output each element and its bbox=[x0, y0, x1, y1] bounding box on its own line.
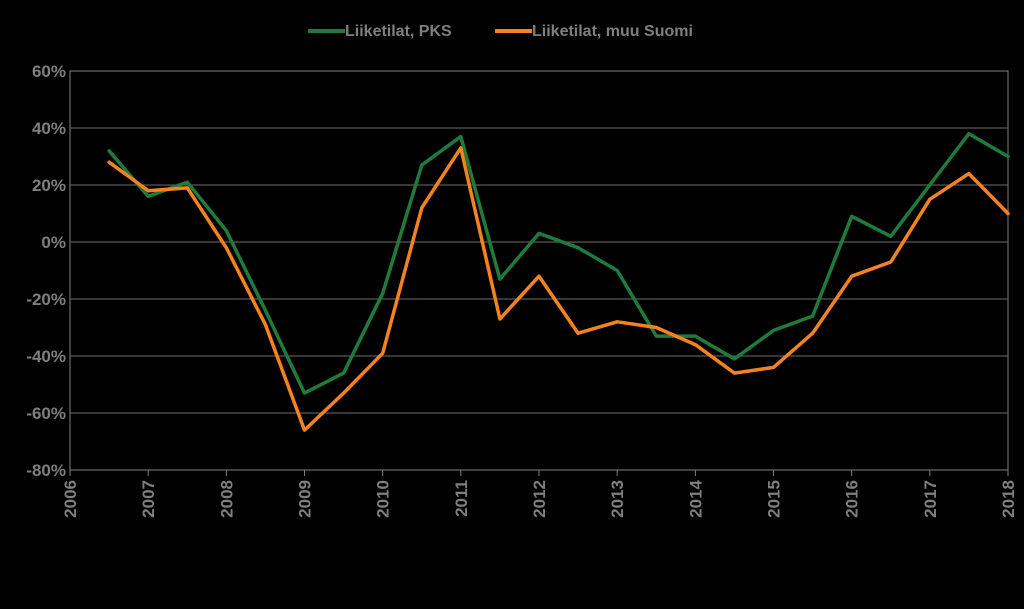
x-tick-label: 2011 bbox=[452, 480, 471, 517]
legend-label-pks: Liiketilat, PKS bbox=[345, 23, 452, 40]
y-tick-label: 20% bbox=[32, 176, 66, 195]
plot-area: 60% 40% 20% 0% -20% -40% -60% -80%2006 2007 2008 2… bbox=[26, 62, 1018, 518]
y-tick-label: 0% bbox=[41, 233, 66, 252]
series-line-1 bbox=[107, 146, 1010, 432]
legend: Liiketilat, PKS Liiketilat, muu Suomi bbox=[308, 23, 693, 40]
x-tick-label: 2016 bbox=[843, 480, 862, 518]
x-tick-label: 2012 bbox=[530, 480, 549, 518]
y-tick-label: 40% bbox=[32, 119, 66, 138]
y-tick-label: 60% bbox=[32, 62, 66, 81]
x-tick-label: 2018 bbox=[999, 480, 1018, 518]
x-tick-label: 2013 bbox=[608, 480, 627, 518]
legend-label-muu-suomi: Liiketilat, muu Suomi bbox=[532, 23, 693, 40]
x-tick-label: 2008 bbox=[217, 480, 236, 518]
x-tick-label: 2014 bbox=[686, 479, 705, 517]
x-tick-label: 2006 bbox=[61, 480, 80, 518]
x-tick-label: 2010 bbox=[374, 480, 393, 518]
x-tick-label: 2007 bbox=[139, 480, 158, 518]
series-line-0 bbox=[107, 131, 1010, 395]
x-tick-label: 2015 bbox=[765, 480, 784, 518]
x-tick-label: 2017 bbox=[921, 480, 940, 518]
x-tick-label: 2009 bbox=[296, 480, 315, 518]
y-tick-label: -40% bbox=[26, 347, 66, 366]
y-tick-label: -80% bbox=[26, 461, 66, 480]
y-tick-label: -60% bbox=[26, 404, 66, 423]
y-tick-label: -20% bbox=[26, 290, 66, 309]
